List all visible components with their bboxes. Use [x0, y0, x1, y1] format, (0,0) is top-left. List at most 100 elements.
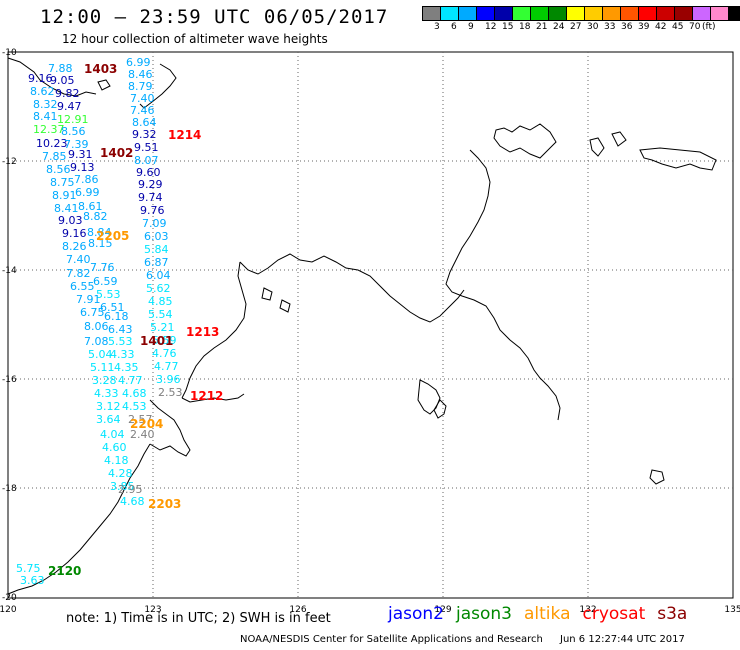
coastline-segment	[417, 379, 441, 415]
coastline-segment	[239, 253, 465, 323]
swh-value-label: 3.28	[92, 374, 117, 387]
pass-id-label: 2204	[130, 417, 163, 431]
map-title: 12:00 – 23:59 UTC 06/05/2017	[40, 6, 389, 28]
swh-value-label: 4.28	[108, 467, 133, 480]
colorbar-label: 30	[587, 22, 599, 32]
swh-value-label: 9.76	[140, 204, 165, 217]
lat-tick-label: -20	[2, 593, 17, 603]
lat-tick-label: -18	[2, 484, 17, 494]
coastline-segment	[639, 147, 717, 171]
swh-value-labels: 7.889.169.058.62 9.828.32 9.478.41 12.9112.…	[0, 0, 183, 587]
swh-value-label: 4.68	[122, 387, 147, 400]
swh-value-label: 4.68	[120, 495, 145, 508]
swh-value-label: 5.53	[96, 288, 121, 301]
swh-value-label: 3.63	[20, 574, 45, 587]
coastline-segment	[181, 261, 247, 399]
swh-value-label: 3.85	[110, 480, 135, 493]
swh-value-label: 3.96	[156, 373, 181, 386]
swh-value-label: 5.04	[88, 348, 113, 361]
colorbar-label: 3	[434, 22, 440, 32]
swh-value-label: 2.95	[118, 483, 143, 496]
footer-note: note: 1) Time is in UTC; 2) SWH is in fe…	[66, 611, 331, 626]
swh-value-label: 3.64	[96, 413, 121, 426]
coastline-segment	[445, 149, 561, 421]
colorbar-label: 39	[638, 22, 650, 32]
swh-value-label: 7.85	[42, 150, 67, 163]
lon-tick-label: 135	[724, 605, 740, 615]
coastline-segment	[649, 469, 665, 485]
colorbar-label: 9	[468, 22, 474, 32]
lat-tick-label: -16	[2, 375, 17, 385]
swh-value-label: 7.76	[90, 261, 115, 274]
pass-id-labels: 1403 1214 1402 2205 1213 1401 1212 2204 2203 2120	[48, 62, 223, 578]
coastline-segment	[261, 287, 273, 301]
colorbar-label: 70	[689, 22, 701, 32]
swh-value-label: 5.54	[148, 308, 173, 321]
legend-entry-cryosat: cryosat	[582, 604, 646, 624]
pass-id-label: 2205	[96, 229, 129, 243]
swh-value-label: 9.74	[138, 191, 163, 204]
swh-value-label: 8.07	[134, 154, 159, 167]
swh-value-label: 9.16	[62, 227, 87, 240]
lat-tick-label: -14	[2, 266, 17, 276]
swh-value-label: 7.91	[76, 293, 101, 306]
colorbar-label: (ft)	[702, 22, 716, 32]
map-subtitle: 12 hour collection of altimeter wave hei…	[62, 32, 328, 46]
pass-id-label: 1213	[186, 325, 219, 339]
coastline-segment	[7, 443, 151, 595]
swh-value-label: 4.77	[118, 374, 143, 387]
lon-tick-label: 129	[434, 605, 451, 615]
coastline-segment	[433, 399, 447, 419]
colorbar-label: 15	[502, 22, 514, 32]
swh-value-label: 8.56	[46, 163, 71, 176]
swh-value-label: 7.40	[66, 253, 91, 266]
coastline-segment	[279, 299, 291, 313]
swh-value-label: 8.84	[87, 226, 112, 239]
coastline-segment	[139, 63, 177, 109]
legend-entry-s3a: s3a	[657, 604, 688, 624]
colorbar-label: 24	[553, 22, 565, 32]
swh-value-label: 6.51	[100, 301, 125, 314]
swh-value-label: 4.35	[114, 361, 139, 374]
swh-value-label: 9.51	[134, 141, 159, 154]
swh-value-label: 5.11	[90, 361, 115, 374]
colorbar-label: 33	[604, 22, 616, 32]
swh-value-label: 7.88	[48, 62, 73, 75]
pass-id-label: 2120	[48, 564, 81, 578]
swh-value-label: 4.77	[154, 360, 179, 373]
swh-value-label: 6.87	[144, 256, 169, 269]
pass-id-label: 1403	[84, 62, 117, 76]
wave-height-colorbar	[422, 6, 740, 21]
colorbar-label: 6	[451, 22, 457, 32]
swh-value-label: 5.62	[146, 282, 171, 295]
swh-value-label: 6.55	[70, 280, 95, 293]
lat-tick-label: -10	[2, 48, 17, 58]
legend-entry-jason2: jason2	[388, 604, 444, 624]
swh-value-label: 5.84	[144, 243, 169, 256]
swh-value-label: 4.76	[152, 347, 177, 360]
lon-tick-label: 132	[579, 605, 596, 615]
swh-value-label: 5.53	[108, 335, 133, 348]
swh-value-label: 8.41	[54, 202, 79, 215]
swh-value-label: 9.16	[28, 72, 53, 85]
swh-value-label: 6.75	[80, 306, 105, 319]
swh-value-label: 9.03	[58, 214, 83, 227]
swh-value-label: 3.12	[96, 400, 121, 413]
swh-value-label: 6.04	[146, 269, 171, 282]
coastline-segment	[149, 399, 191, 457]
swh-value-label: 9.82	[55, 87, 80, 100]
swh-value-label: 8.75	[50, 176, 75, 189]
satellite-legend: jason2 jason3 altika cryosat s3a	[388, 604, 699, 624]
coastline-segment	[493, 123, 557, 159]
lon-tick-label: 123	[144, 605, 161, 615]
map-frame	[7, 51, 734, 599]
colorbar-label: 45	[672, 22, 684, 32]
swh-value-label: 9.29	[138, 178, 163, 191]
coastline	[7, 57, 717, 595]
swh-value-label: 5.75	[16, 562, 41, 575]
credit-timestamp: Jun 6 12:27:44 UTC 2017	[560, 634, 685, 645]
swh-value-label: 4.85	[148, 295, 173, 308]
swh-value-label: 7.09	[142, 217, 167, 230]
pass-id-label: 1402	[100, 146, 133, 160]
